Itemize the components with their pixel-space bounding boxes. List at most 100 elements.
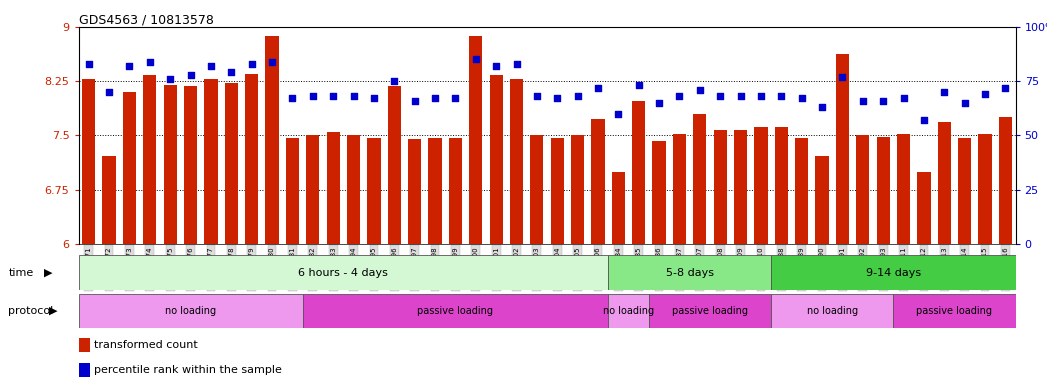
Bar [978,134,992,244]
Text: 5-8 days: 5-8 days [666,268,714,278]
Bar [608,294,649,328]
Bar [204,79,218,244]
Bar [649,294,772,328]
Point [529,93,545,99]
Bar [245,74,259,244]
Point [243,61,260,67]
Bar [387,86,401,244]
Bar [184,86,197,244]
Point [977,91,994,97]
Point [936,89,953,95]
Text: 9-14 days: 9-14 days [866,268,921,278]
Point [426,95,443,101]
Bar [714,129,727,244]
Bar [408,139,421,244]
Bar [775,127,788,244]
Bar [79,362,90,376]
Bar [772,255,1016,290]
Point [365,95,382,101]
Bar [673,134,686,244]
Bar [530,136,543,244]
Bar [795,138,808,244]
Text: protocol: protocol [8,306,53,316]
Bar [490,75,503,244]
Text: transformed count: transformed count [94,339,198,349]
Point [753,93,770,99]
Point [467,56,484,63]
Bar [897,134,910,244]
Bar [592,119,604,244]
Point [305,93,321,99]
Point [732,93,749,99]
Point [773,93,789,99]
Bar [571,136,584,244]
Bar [163,85,177,244]
Bar [143,75,156,244]
Bar [632,101,645,244]
Point [895,95,912,101]
Point [141,58,158,65]
Point [202,63,219,69]
Point [997,84,1013,91]
Bar [79,338,90,352]
Bar [938,122,951,244]
Text: ▶: ▶ [44,268,52,278]
Bar [772,294,893,328]
Point [915,117,932,123]
Text: no loading: no loading [165,306,216,316]
Point [570,93,586,99]
Point [834,74,851,80]
Bar [449,138,462,244]
Bar [856,136,869,244]
Text: percentile rank within the sample: percentile rank within the sample [94,364,282,374]
Point [508,61,525,67]
Bar [103,156,116,244]
Point [447,95,464,101]
Bar [469,36,483,244]
Bar [652,141,666,244]
Point [549,95,565,101]
Text: no loading: no loading [603,306,654,316]
Point [264,58,281,65]
Point [101,89,117,95]
Bar [999,117,1012,244]
Point [875,98,892,104]
Point [794,95,810,101]
Point [346,93,362,99]
Bar [876,137,890,244]
Text: passive loading: passive loading [916,306,993,316]
Bar [225,83,238,244]
Point [610,111,627,117]
Bar [306,136,319,244]
Bar [82,79,95,244]
Point [589,84,606,91]
Bar [611,172,625,244]
Bar [79,294,303,328]
Point [81,61,97,67]
Text: passive loading: passive loading [418,306,493,316]
Point [182,71,199,78]
Point [162,76,179,82]
Point [671,93,688,99]
Bar [303,294,608,328]
Bar [958,138,972,244]
Point [630,83,647,89]
Point [386,78,403,84]
Text: passive loading: passive loading [672,306,748,316]
Bar [836,55,849,244]
Bar [367,138,380,244]
Bar [816,156,828,244]
Point [712,93,729,99]
Bar [327,132,340,244]
Text: ▶: ▶ [49,306,58,316]
Point [121,63,138,69]
Bar [79,255,608,290]
Bar [608,255,772,290]
Point [325,93,341,99]
Text: GDS4563 / 10813578: GDS4563 / 10813578 [79,13,214,26]
Bar [754,127,767,244]
Point [956,100,973,106]
Point [651,100,668,106]
Point [854,98,871,104]
Point [691,87,708,93]
